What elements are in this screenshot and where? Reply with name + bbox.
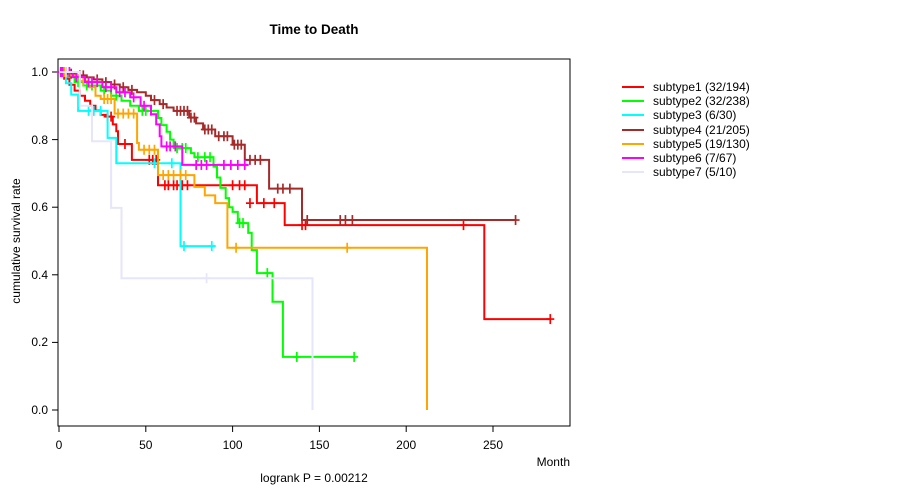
x-tick-label: 150 [309, 438, 330, 452]
y-tick-label: 0.8 [31, 132, 48, 147]
legend-label: subtype3 (6/30) [653, 108, 737, 123]
legend-line-swatch [622, 157, 644, 160]
censor-marks-subtype6 [56, 67, 249, 170]
legend-line-swatch [622, 114, 644, 117]
x-tick-label: 0 [55, 438, 63, 452]
legend-label: subtype4 (21/205) [653, 122, 750, 137]
legend-label: subtype2 (32/238) [653, 94, 750, 109]
legend-label: subtype7 (5/10) [653, 165, 737, 180]
legend-label: subtype6 (7/67) [653, 151, 737, 166]
legend-line-swatch [622, 171, 644, 174]
y-tick-label: 1.0 [31, 65, 48, 79]
legend-line-swatch [622, 100, 644, 103]
legend-line-swatch [622, 128, 644, 131]
survival-curve-subtype1 [59, 71, 551, 321]
x-tick-label: 200 [396, 438, 417, 452]
legend-line-swatch [622, 86, 644, 89]
y-tick-label: 0.2 [31, 335, 48, 350]
logrank-annotation: logrank P = 0.00212 [260, 471, 368, 485]
legend-item-subtype1: subtype1 (32/194) [622, 80, 750, 94]
survival-curve-subtype5 [59, 71, 428, 410]
plot-border [57, 58, 571, 427]
censor-marks-subtype5 [60, 67, 352, 253]
legend-item-subtype2: subtype2 (32/238) [622, 94, 750, 108]
y-tick-label: 0.6 [31, 200, 48, 215]
x-tick-label: 50 [139, 438, 153, 452]
censor-marks-subtype7 [61, 67, 211, 284]
legend-label: subtype5 (19/130) [653, 136, 750, 151]
legend: subtype1 (32/194) subtype2 (32/238) subtyp… [622, 80, 750, 179]
survival-curve-subtype6 [59, 71, 249, 166]
x-axis-title: Month [536, 455, 570, 469]
y-tick-label: 0.4 [31, 267, 48, 282]
chart-title: Time to Death [269, 22, 359, 37]
legend-item-subtype4: subtype4 (21/205) [622, 123, 750, 137]
y-tick-label: 0.0 [31, 403, 48, 417]
survival-curve-subtype4 [59, 71, 516, 221]
x-tick-label: 100 [222, 438, 243, 452]
legend-item-subtype7: subtype7 (5/10) [622, 165, 750, 179]
legend-line-swatch [622, 142, 644, 145]
legend-label: subtype1 (32/194) [653, 80, 750, 95]
x-tick-label: 250 [482, 438, 504, 452]
legend-item-subtype5: subtype5 (19/130) [622, 137, 750, 151]
legend-item-subtype6: subtype6 (7/67) [622, 151, 750, 165]
survival-curve-subtype7 [59, 71, 314, 410]
legend-item-subtype3: subtype3 (6/30) [622, 108, 750, 122]
